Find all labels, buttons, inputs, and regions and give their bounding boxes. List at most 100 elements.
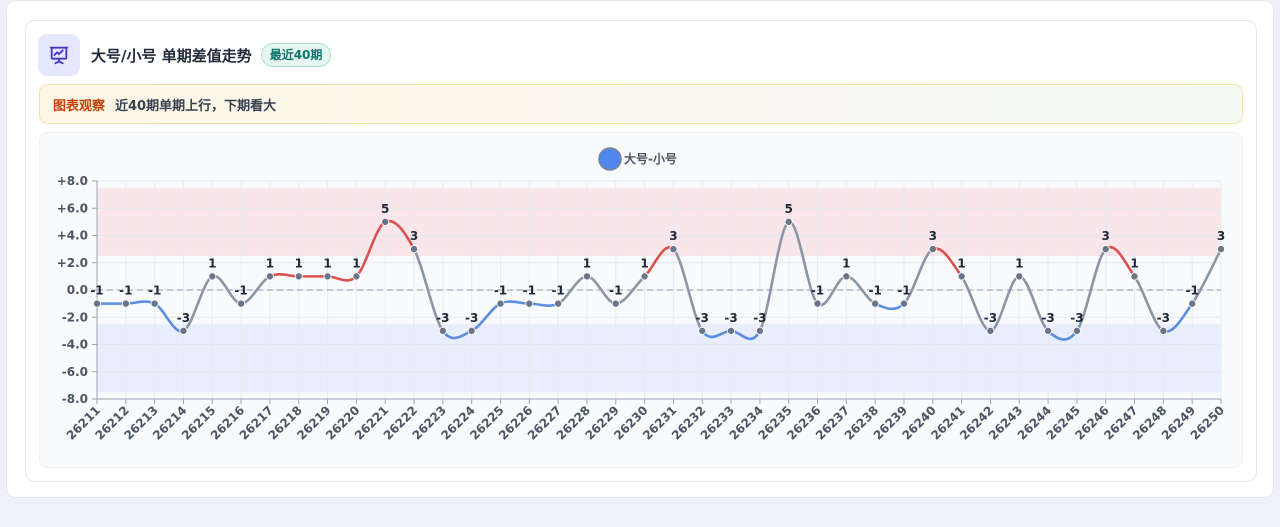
data-point[interactable]	[1130, 272, 1139, 281]
series-line-segment	[412, 247, 445, 333]
data-point[interactable]	[1217, 245, 1226, 254]
data-label: 1	[640, 256, 648, 270]
data-point[interactable]	[208, 272, 217, 281]
data-label: -1	[609, 284, 622, 298]
data-point[interactable]	[294, 272, 303, 281]
data-point[interactable]	[121, 299, 130, 308]
data-point[interactable]	[93, 299, 102, 308]
y-tick-label: +6.0	[57, 201, 88, 215]
data-label: -3	[436, 311, 449, 325]
data-point[interactable]	[323, 272, 332, 281]
data-label: 1	[1130, 256, 1138, 270]
data-label: 1	[352, 256, 360, 270]
data-point[interactable]	[150, 299, 159, 308]
page-title: 大号/小号 单期差值走势	[91, 46, 252, 65]
data-point[interactable]	[640, 272, 649, 281]
data-label: -1	[897, 284, 910, 298]
y-tick-label: -4.0	[62, 338, 88, 352]
data-point[interactable]	[1159, 326, 1168, 335]
data-point[interactable]	[582, 272, 591, 281]
data-point[interactable]	[1188, 299, 1197, 308]
data-point[interactable]	[237, 299, 246, 308]
data-label: 1	[957, 256, 965, 270]
card-header: 大号/小号 单期差值走势 最近40期	[38, 33, 332, 77]
data-point[interactable]	[525, 299, 534, 308]
y-tick-label: -8.0	[62, 392, 88, 406]
series-line-segment	[268, 273, 301, 278]
data-label: -3	[984, 311, 997, 325]
series-line-segment	[1075, 247, 1108, 333]
data-label: 1	[208, 256, 216, 270]
data-label: 3	[929, 229, 937, 243]
data-label: 3	[1217, 229, 1225, 243]
series-line-segment	[758, 220, 790, 333]
y-tick-label: 0.0	[67, 283, 88, 297]
y-tick-label: +2.0	[57, 256, 88, 270]
y-tick-label: -2.0	[62, 310, 88, 324]
data-point[interactable]	[554, 299, 563, 308]
period-badge: 最近40期	[260, 43, 332, 67]
data-point[interactable]	[1044, 326, 1053, 335]
data-label: -3	[177, 311, 190, 325]
data-point[interactable]	[1015, 272, 1024, 281]
data-point[interactable]	[842, 272, 851, 281]
data-label: -1	[234, 284, 247, 298]
data-label: 1	[842, 256, 850, 270]
data-label: -3	[1070, 311, 1083, 325]
data-label: 1	[295, 256, 303, 270]
line-chart: +8.0+6.0+4.0+2.00.0-2.0-4.0-6.0-8.026211…	[57, 147, 1227, 443]
data-point[interactable]	[669, 245, 678, 254]
data-label: -3	[1157, 311, 1170, 325]
series-line-segment	[873, 302, 906, 311]
series-line-segment	[528, 302, 560, 307]
data-point[interactable]	[1101, 245, 1110, 254]
data-point[interactable]	[986, 326, 995, 335]
data-point[interactable]	[381, 217, 390, 226]
data-point[interactable]	[727, 326, 736, 335]
data-point[interactable]	[928, 245, 937, 254]
data-label: -3	[465, 311, 478, 325]
data-point[interactable]	[698, 326, 707, 335]
data-point[interactable]	[265, 272, 274, 281]
data-label: 1	[583, 256, 591, 270]
data-point[interactable]	[1072, 326, 1081, 335]
data-label: -1	[1186, 284, 1199, 298]
data-label: -1	[811, 284, 824, 298]
data-label: 3	[1102, 229, 1110, 243]
data-point[interactable]	[467, 326, 476, 335]
data-point[interactable]	[179, 326, 188, 335]
data-label: 1	[1015, 256, 1023, 270]
data-label: 1	[266, 256, 274, 270]
data-point[interactable]	[899, 299, 908, 308]
data-point[interactable]	[755, 326, 764, 335]
data-point[interactable]	[784, 217, 793, 226]
series-line-segment	[326, 275, 358, 282]
data-label: -1	[90, 284, 103, 298]
insight-text: 近40期单期上行，下期看大	[115, 98, 277, 114]
insight-banner: 图表观察 近40期单期上行，下期看大	[39, 84, 1243, 124]
data-point[interactable]	[813, 299, 822, 308]
data-point[interactable]	[496, 299, 505, 308]
data-label: -3	[1041, 311, 1054, 325]
legend-marker[interactable]	[598, 147, 622, 171]
data-label: 3	[669, 229, 677, 243]
data-label: -1	[551, 284, 564, 298]
data-label: -3	[753, 311, 766, 325]
data-point[interactable]	[611, 299, 620, 308]
data-point[interactable]	[410, 245, 419, 254]
series-line-segment	[672, 247, 704, 333]
data-point[interactable]	[352, 272, 361, 281]
data-point[interactable]	[871, 299, 880, 308]
data-point[interactable]	[957, 272, 966, 281]
series-line-segment	[499, 300, 531, 305]
legend-label: 大号-小号	[624, 151, 677, 166]
data-label: 5	[381, 202, 389, 216]
y-tick-label: +4.0	[57, 229, 88, 243]
band-1	[97, 324, 1221, 393]
presentation-chart-icon	[38, 34, 80, 76]
data-label: -3	[724, 311, 737, 325]
data-label: -1	[523, 284, 536, 298]
series-line-segment	[124, 300, 156, 305]
data-point[interactable]	[438, 326, 447, 335]
data-label: -1	[494, 284, 507, 298]
